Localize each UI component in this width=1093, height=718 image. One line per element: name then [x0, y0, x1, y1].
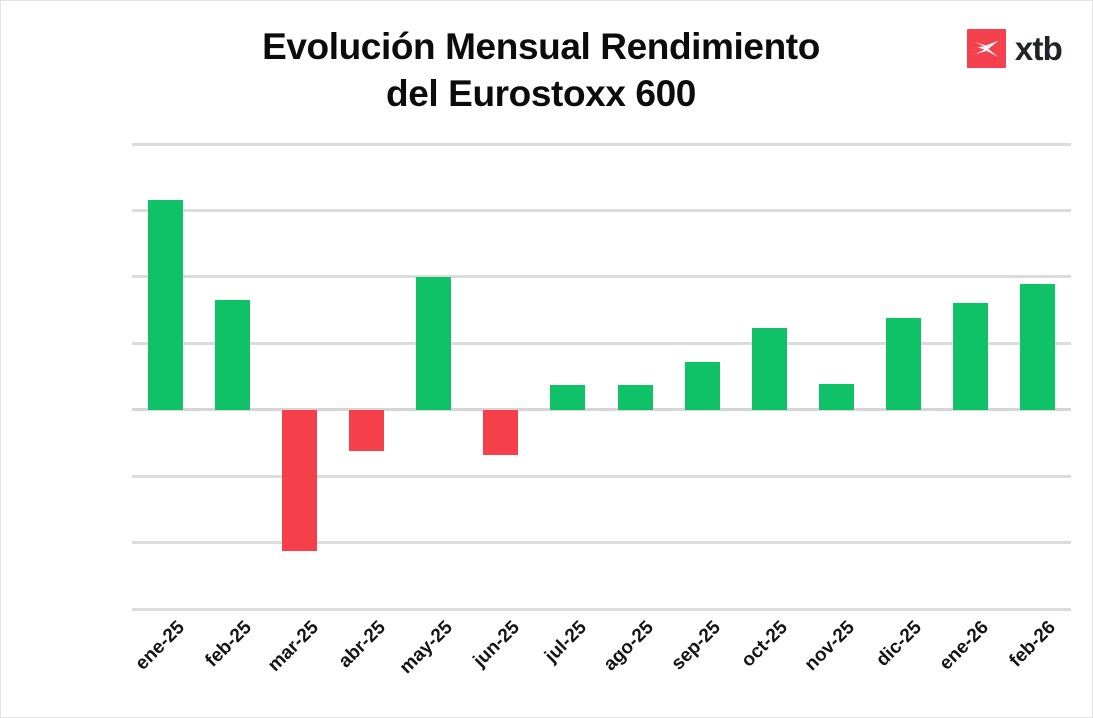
bar-jul-25[interactable]: [550, 385, 586, 410]
x-axis-tick-label-sep-25: sep-25: [667, 617, 725, 675]
gridline--2: [132, 474, 1071, 478]
x-axis-tick-label-feb-25: feb-25: [201, 617, 256, 672]
x-axis-tick-label-may-25: may-25: [395, 617, 457, 679]
bar-abr-25[interactable]: [349, 409, 385, 452]
x-axis-tick-label-mar-25: mar-25: [263, 617, 323, 676]
gridline--4: [132, 541, 1071, 545]
bar-sep-25[interactable]: [684, 361, 720, 410]
x-axis: ene-25 feb-25 mar-25 abr-25 may-25 jun-25 jul-…: [131, 617, 1071, 717]
bar-ene-26[interactable]: [952, 303, 988, 410]
bar-feb-26[interactable]: [1019, 283, 1055, 410]
x-axis-tick-label-nov-25: nov-25: [800, 617, 860, 676]
xtb-x-logo-icon: [966, 29, 1006, 68]
gridline-4: [132, 275, 1071, 279]
bar-jun-25[interactable]: [483, 409, 519, 455]
x-axis-tick-label-ene-25: ene-25: [130, 617, 189, 675]
bar-dic-25[interactable]: [885, 318, 921, 410]
page-title: Evolución Mensual Rendimiento del Eurost…: [262, 26, 820, 115]
x-axis-tick-label-ene-26: ene-26: [935, 617, 994, 675]
x-axis-tick-label-feb-26: feb-26: [1005, 617, 1061, 672]
bar-ene-25[interactable]: [148, 200, 184, 410]
bar-mar-25[interactable]: [282, 409, 318, 551]
bar-oct-25[interactable]: [751, 327, 787, 410]
x-axis-tick-label-jun-25: jun-25: [469, 617, 524, 672]
gridline-6: [132, 208, 1071, 212]
gridline-0: [132, 408, 1071, 412]
bar-nov-25[interactable]: [818, 384, 854, 410]
x-axis-tick-label-ago-25: ago-25: [599, 617, 658, 676]
bar-ago-25[interactable]: [617, 385, 653, 410]
x-axis-tick-label-jul-25: jul-25: [540, 617, 591, 667]
gridline-2: [132, 341, 1071, 345]
brand-wordmark: xtb: [1014, 30, 1063, 67]
bar-feb-25[interactable]: [215, 300, 251, 410]
x-axis-tick-label-dic-25: dic-25: [872, 617, 927, 671]
brand-logo: xtb: [966, 29, 1063, 68]
x-axis-tick-label-oct-25: oct-25: [737, 617, 793, 672]
bar-may-25[interactable]: [416, 276, 452, 410]
gridline-8: [132, 142, 1071, 146]
plot-area: 8%6%4%2%0%-2%-4%-6%: [132, 142, 1071, 611]
x-axis-tick-label-abr-25: abr-25: [334, 617, 390, 673]
gridline--6: [132, 607, 1071, 611]
